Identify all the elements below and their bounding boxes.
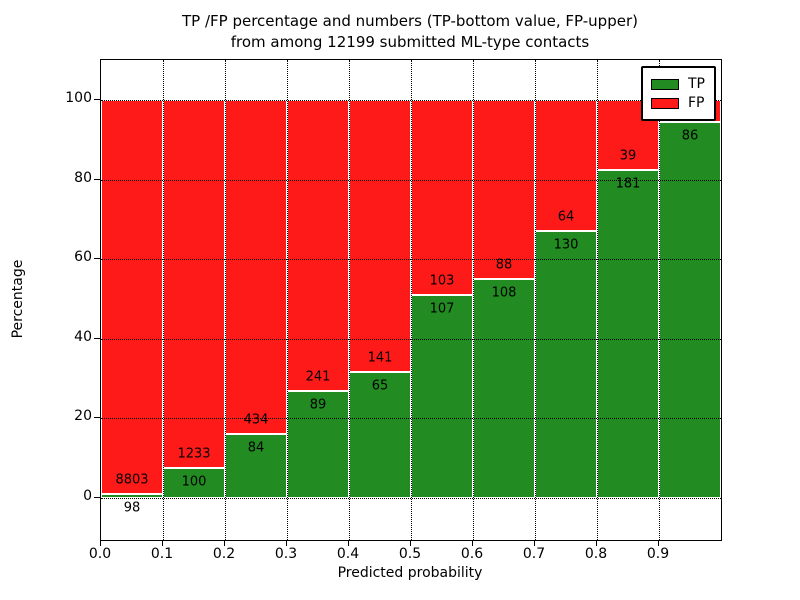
y-tick-mark [94,337,100,339]
legend-row-fp: FP [651,95,705,111]
fp-bar-segment [411,100,473,296]
tp-count-label: 107 [429,301,455,317]
tp-count-label: 65 [371,378,389,394]
x-tick-mark [472,540,473,546]
y-tick-mark [94,497,100,498]
x-tick-label: 0.1 [150,546,174,562]
y-tick-mark [94,417,100,419]
tp-count-label: 89 [309,397,327,413]
x-gridline [287,60,288,540]
fp-count-label: 39 [619,148,637,164]
x-gridline [597,60,598,540]
fp-bar-segment [473,100,535,279]
tp-bar-segment [163,468,225,498]
fp-bar-segment [163,100,225,469]
x-gridline [163,60,164,540]
x-tick-label: 0.3 [274,546,298,562]
legend-label-fp: FP [688,95,705,111]
x-tick-label: 0.0 [88,546,112,562]
chart-title-line1: TP /FP percentage and numbers (TP-bottom… [182,12,638,30]
fp-bar-segment [349,100,411,373]
tp-count-label: 130 [553,237,579,253]
tp-count-label: 86 [681,128,699,144]
x-tick-mark [596,540,597,546]
y-gridline [101,100,721,101]
fp-count-label: 88 [495,257,513,273]
chart-title: TP /FP percentage and numbers (TP-bottom… [100,11,720,53]
fp-swatch-icon [651,97,679,109]
x-tick-mark [658,540,659,546]
tp-count-label: 100 [181,474,207,490]
plot-area: TP FP 8803 98 1233 100 434 84 241 89 141 65 103 107… [100,59,722,541]
tp-bar-segment [535,231,597,498]
x-tick-label: 0.8 [584,546,608,562]
y-tick-mark [94,99,100,100]
fp-count-label: 103 [429,273,455,289]
y-gridline [101,179,721,181]
tp-bar-segment [473,278,535,498]
y-tick-label: 60 [74,249,92,266]
x-tick-mark [162,540,163,546]
tp-swatch-icon [651,78,679,90]
tp-bar-segment [101,493,163,498]
fp-count-label: 8803 [115,472,149,488]
tp-bar-segment [659,121,721,498]
y-gridline [101,418,721,420]
y-tick-label: 40 [74,328,92,345]
x-tick-label: 0.6 [460,546,484,562]
y-gridline [101,259,721,261]
tp-count-label: 84 [247,440,265,456]
tp-bar-segment [287,390,349,498]
x-tick-mark [286,540,287,546]
fp-count-label: 64 [557,209,575,225]
fp-bar-segment [101,100,163,494]
x-tick-mark [348,540,349,546]
x-tick-label: 0.9 [646,546,670,562]
tp-bar-segment [597,170,659,498]
x-gridline [225,60,226,540]
y-gridline [101,338,721,340]
x-gridline [411,60,412,540]
legend-row-tp: TP [651,76,705,92]
x-gridline [659,60,660,540]
y-tick-mark [94,178,100,180]
x-tick-mark [100,540,101,546]
y-tick-mark [94,258,100,260]
x-gridline [535,60,536,540]
x-tick-mark [224,540,225,546]
x-axis-label: Predicted probability [337,565,483,581]
fp-bar-segment [225,100,287,434]
x-tick-label: 0.7 [522,546,546,562]
chart-title-line2: from among 12199 submitted ML-type conta… [230,33,590,51]
x-tick-label: 0.2 [212,546,236,562]
fp-bar-segment [287,100,349,391]
x-tick-label: 0.5 [398,546,422,562]
x-tick-mark [534,540,535,546]
tp-count-label: 181 [615,176,641,192]
tp-bar-segment [349,372,411,498]
x-gridline [473,60,474,540]
tp-bar-segment [411,295,473,498]
fp-count-label: 1233 [177,446,211,462]
y-axis-label: Percentage [10,259,26,339]
tp-count-label: 108 [491,285,517,301]
y-tick-label: 20 [74,408,92,425]
x-gridline [349,60,350,540]
fp-count-label: 241 [305,369,331,385]
fp-count-label: 434 [243,412,269,428]
tp-count-label: 98 [123,500,141,516]
y-tick-label: 0 [83,488,92,504]
y-tick-label: 100 [65,90,92,106]
x-tick-label: 0.4 [336,546,360,562]
legend: TP FP [641,66,716,121]
y-gridline [101,498,721,499]
fp-count-label: 141 [367,350,393,366]
legend-label-tp: TP [688,76,705,92]
x-tick-mark [410,540,411,546]
y-tick-label: 80 [74,169,92,186]
